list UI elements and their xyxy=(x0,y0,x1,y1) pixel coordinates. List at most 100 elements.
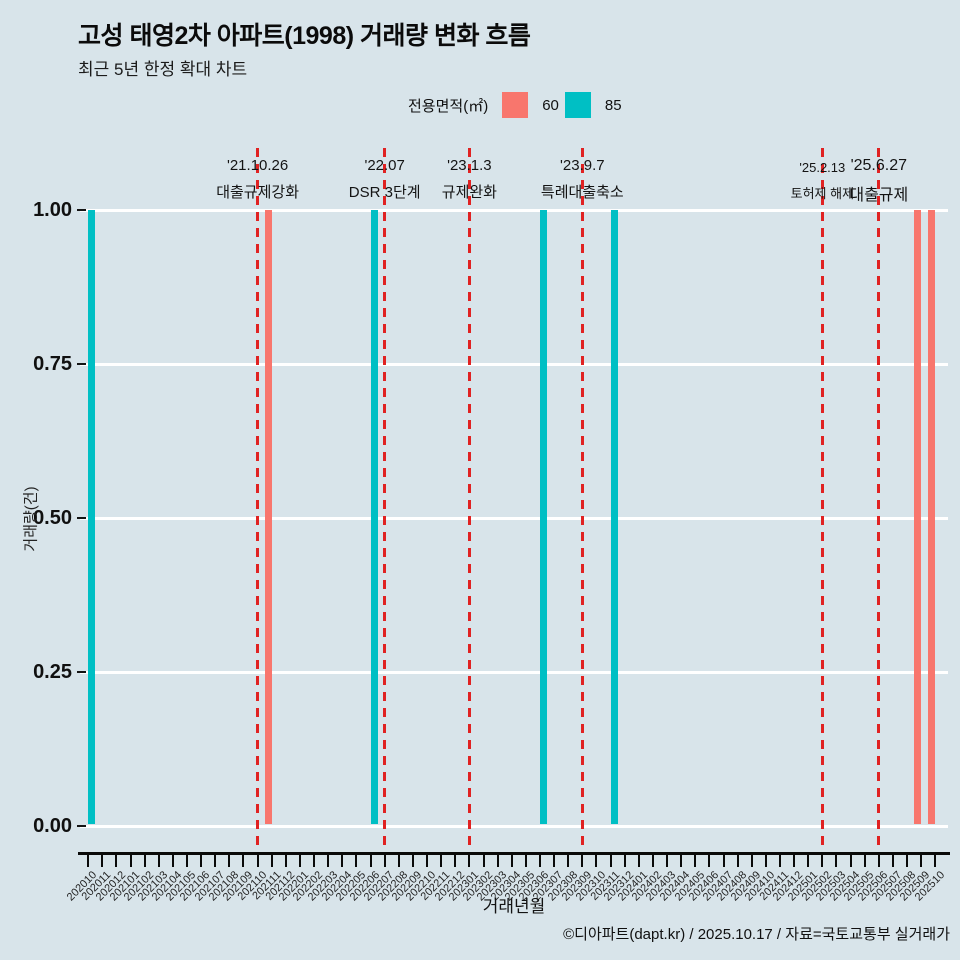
x-tick-mark xyxy=(934,855,937,867)
event-line-202309 xyxy=(580,148,584,854)
x-tick-mark xyxy=(383,855,386,867)
y-axis-title: 거래량(건) xyxy=(22,486,40,552)
x-tick-mark xyxy=(496,855,499,867)
gridline-y-0.25 xyxy=(80,670,948,674)
x-tick-mark xyxy=(327,855,330,867)
x-tick-mark xyxy=(708,855,711,867)
x-tick-mark xyxy=(567,855,570,867)
x-tick-mark xyxy=(270,855,273,867)
event-date: '21.10.26 xyxy=(226,157,289,174)
event-label: 토허제 해제 xyxy=(790,186,855,201)
legend-item-60: 60 xyxy=(496,92,559,118)
x-axis-title: 거래년월 xyxy=(482,897,546,916)
bar-85-202306 xyxy=(539,210,547,824)
x-axis-line xyxy=(78,852,950,855)
legend-value-60: 60 xyxy=(542,96,559,114)
x-tick-mark xyxy=(313,855,316,867)
y-tick-mark xyxy=(77,825,86,827)
event-date: '22.07 xyxy=(364,157,405,174)
x-tick-mark xyxy=(101,855,104,867)
bar-85-202311 xyxy=(610,210,618,824)
x-tick-mark xyxy=(736,855,739,867)
x-tick-mark xyxy=(623,855,626,867)
x-tick-mark xyxy=(355,855,358,867)
x-tick-mark xyxy=(538,855,541,867)
x-tick-mark xyxy=(750,855,753,867)
bar-85-202206 xyxy=(370,210,378,824)
x-tick-mark xyxy=(793,855,796,867)
x-tick-mark xyxy=(666,855,669,867)
x-tick-mark xyxy=(157,855,160,867)
event-date: '23.1.3 xyxy=(447,157,492,174)
x-tick-mark xyxy=(510,855,513,867)
legend-item-85: 85 xyxy=(559,92,622,118)
legend-value-85: 85 xyxy=(604,96,622,114)
x-tick-mark xyxy=(143,855,146,867)
x-tick-mark xyxy=(242,855,245,867)
event-label: 특례대출축소 xyxy=(540,184,624,201)
event-date: '25.6.27 xyxy=(850,157,908,174)
x-tick-mark xyxy=(186,855,189,867)
source-credit: ©디아파트(dapt.kr) / 2025.10.17 / 자료=국토교통부 실… xyxy=(563,926,950,943)
x-tick-mark xyxy=(397,855,400,867)
x-tick-mark xyxy=(482,855,485,867)
x-tick-mark xyxy=(863,855,866,867)
event-line-202110 xyxy=(256,148,260,854)
gridline-y-1.00 xyxy=(80,208,948,212)
x-tick-mark xyxy=(906,855,909,867)
x-tick-mark xyxy=(595,855,598,867)
x-tick-mark xyxy=(821,855,824,867)
x-tick-mark xyxy=(171,855,174,867)
page-subtitle: 최근 5년 한정 확대 차트 xyxy=(78,60,248,79)
x-tick-mark xyxy=(877,855,880,867)
x-tick-mark xyxy=(298,855,301,867)
event-line-202506 xyxy=(877,148,881,854)
event-line-202301 xyxy=(467,148,471,854)
gridline-y-0.75 xyxy=(80,362,948,366)
x-tick-mark xyxy=(581,855,584,867)
bar-60-202509 xyxy=(914,210,922,824)
x-tick-mark xyxy=(454,855,457,867)
x-tick-mark xyxy=(440,855,443,867)
x-tick-mark xyxy=(920,855,923,867)
x-tick-mark xyxy=(778,855,781,867)
x-tick-mark xyxy=(115,855,118,867)
bar-85-202010 xyxy=(88,210,96,824)
event-date: '25.2.13 xyxy=(799,160,846,175)
x-tick-mark xyxy=(256,855,259,867)
y-tick-label: 0.50 xyxy=(33,507,72,529)
event-label: 규제완화 xyxy=(441,184,497,201)
y-tick-mark xyxy=(77,363,86,365)
x-tick-mark xyxy=(214,855,217,867)
event-date: '23.9.7 xyxy=(560,157,605,174)
x-tick-mark xyxy=(228,855,231,867)
event-label: DSR 3단계 xyxy=(348,184,421,201)
bar-60-202510 xyxy=(928,210,936,824)
event-line-202502 xyxy=(820,148,824,854)
legend-swatch-60 xyxy=(502,92,529,118)
event-label: 대출규제강화 xyxy=(216,184,300,201)
y-tick-mark xyxy=(77,517,86,519)
x-tick-mark xyxy=(411,855,414,867)
x-tick-mark xyxy=(651,855,654,867)
x-tick-mark xyxy=(200,855,203,867)
x-tick-mark xyxy=(341,855,344,867)
y-tick-mark xyxy=(77,671,86,673)
x-tick-mark xyxy=(284,855,287,867)
x-tick-mark xyxy=(553,855,556,867)
y-tick-label: 1.00 xyxy=(33,199,72,221)
x-tick-mark xyxy=(849,855,852,867)
x-tick-mark xyxy=(835,855,838,867)
event-label: 대출규제 xyxy=(849,187,909,204)
y-tick-mark xyxy=(77,209,86,211)
x-tick-mark xyxy=(807,855,810,867)
gridline-y-0.00 xyxy=(80,824,948,828)
x-tick-mark xyxy=(369,855,372,867)
x-tick-mark xyxy=(764,855,767,867)
legend-swatch-85 xyxy=(564,92,591,118)
x-tick-mark xyxy=(637,855,640,867)
x-tick-mark xyxy=(609,855,612,867)
x-tick-mark xyxy=(680,855,683,867)
bar-60-202111 xyxy=(264,210,272,824)
